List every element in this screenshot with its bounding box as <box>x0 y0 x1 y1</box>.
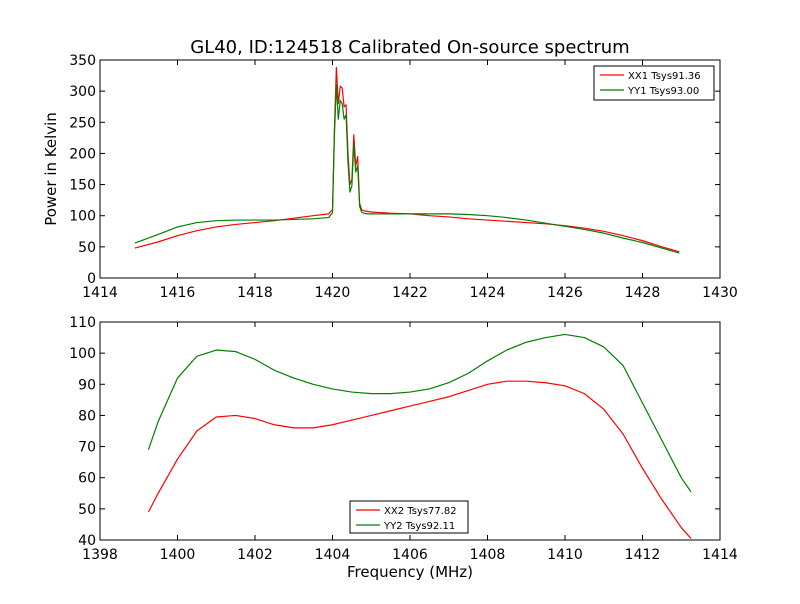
bottom-x-tick-label: 1412 <box>625 547 661 563</box>
bottom-x-tick-label: 1408 <box>470 547 506 563</box>
bottom-x-tick-label: 1400 <box>160 547 196 563</box>
bottom-y-tick-label: 90 <box>78 377 96 393</box>
bottom-y-tick-label: 50 <box>78 502 96 518</box>
chart-title: GL40, ID:124518 Calibrated On-source spe… <box>190 37 629 58</box>
top-y-tick-label: 100 <box>69 209 96 225</box>
bottom-legend-label-2: YY2 Tsys92.11 <box>383 521 455 532</box>
top-x-tick-label: 1420 <box>315 285 351 301</box>
bottom-legend: XX2 Tsys77.82 YY2 Tsys92.11 <box>349 500 469 534</box>
top-x-tick-label: 1428 <box>625 285 661 301</box>
top-legend: XX1 Tsys91.36 YY1 Tsys93.00 <box>593 65 715 101</box>
top-y-axis-label: Power in Kelvin <box>42 112 60 226</box>
top-y-tick-label: 0 <box>87 271 96 287</box>
bottom-y-tick-label: 110 <box>69 315 96 331</box>
top-y-tick-label: 150 <box>69 178 96 194</box>
top-x-tick-label: 1414 <box>82 285 118 301</box>
bottom-y-tick-label: 70 <box>78 440 96 456</box>
top-y-tick-label: 350 <box>69 53 96 69</box>
top-x-tick-label: 1424 <box>470 285 506 301</box>
top-x-tick-label: 1418 <box>237 285 273 301</box>
bottom-y-tick-label: 40 <box>78 533 96 549</box>
top-y-tick-label: 300 <box>69 84 96 100</box>
bottom-x-tick-label: 1404 <box>315 547 351 563</box>
top-x-tick-label: 1426 <box>547 285 583 301</box>
bottom-x-axis-label: Frequency (MHz) <box>347 563 473 581</box>
top-y-tick-label: 50 <box>78 240 96 256</box>
bottom-series-line-2 <box>147 333 692 493</box>
bottom-x-tick-label: 1410 <box>547 547 583 563</box>
top-legend-label-1: XX1 Tsys91.36 <box>628 71 701 82</box>
bottom-legend-label-1: XX2 Tsys77.82 <box>384 506 457 517</box>
bottom-legend-box <box>349 500 469 534</box>
bottom-x-tick-label: 1406 <box>392 547 428 563</box>
bottom-y-tick-label: 60 <box>78 471 96 487</box>
bottom-y-tick-label: 80 <box>78 408 96 424</box>
top-y-tick-label: 250 <box>69 115 96 131</box>
top-y-tick-label: 200 <box>69 146 96 162</box>
bottom-x-tick-label: 1398 <box>82 547 118 563</box>
top-x-tick-label: 1416 <box>160 285 196 301</box>
bottom-panel: 1398 1400 1402 1404 1406 1408 1410 1412 1414 40 50… <box>69 315 738 563</box>
bottom-x-tick-label: 1414 <box>702 547 738 563</box>
top-legend-box <box>593 65 715 101</box>
bottom-x-tick-label: 1402 <box>237 547 273 563</box>
bottom-series-line-1 <box>147 380 692 539</box>
top-x-tick-label: 1422 <box>392 285 428 301</box>
top-panel: 1414 1416 1418 1420 1422 1424 1426 1428 1430 0 50 1… <box>69 53 738 301</box>
top-series-line-2 <box>134 84 680 254</box>
top-legend-label-2: YY1 Tsys93.00 <box>627 86 699 97</box>
top-x-tick-label: 1430 <box>702 285 738 301</box>
bottom-y-tick-label: 100 <box>69 346 96 362</box>
